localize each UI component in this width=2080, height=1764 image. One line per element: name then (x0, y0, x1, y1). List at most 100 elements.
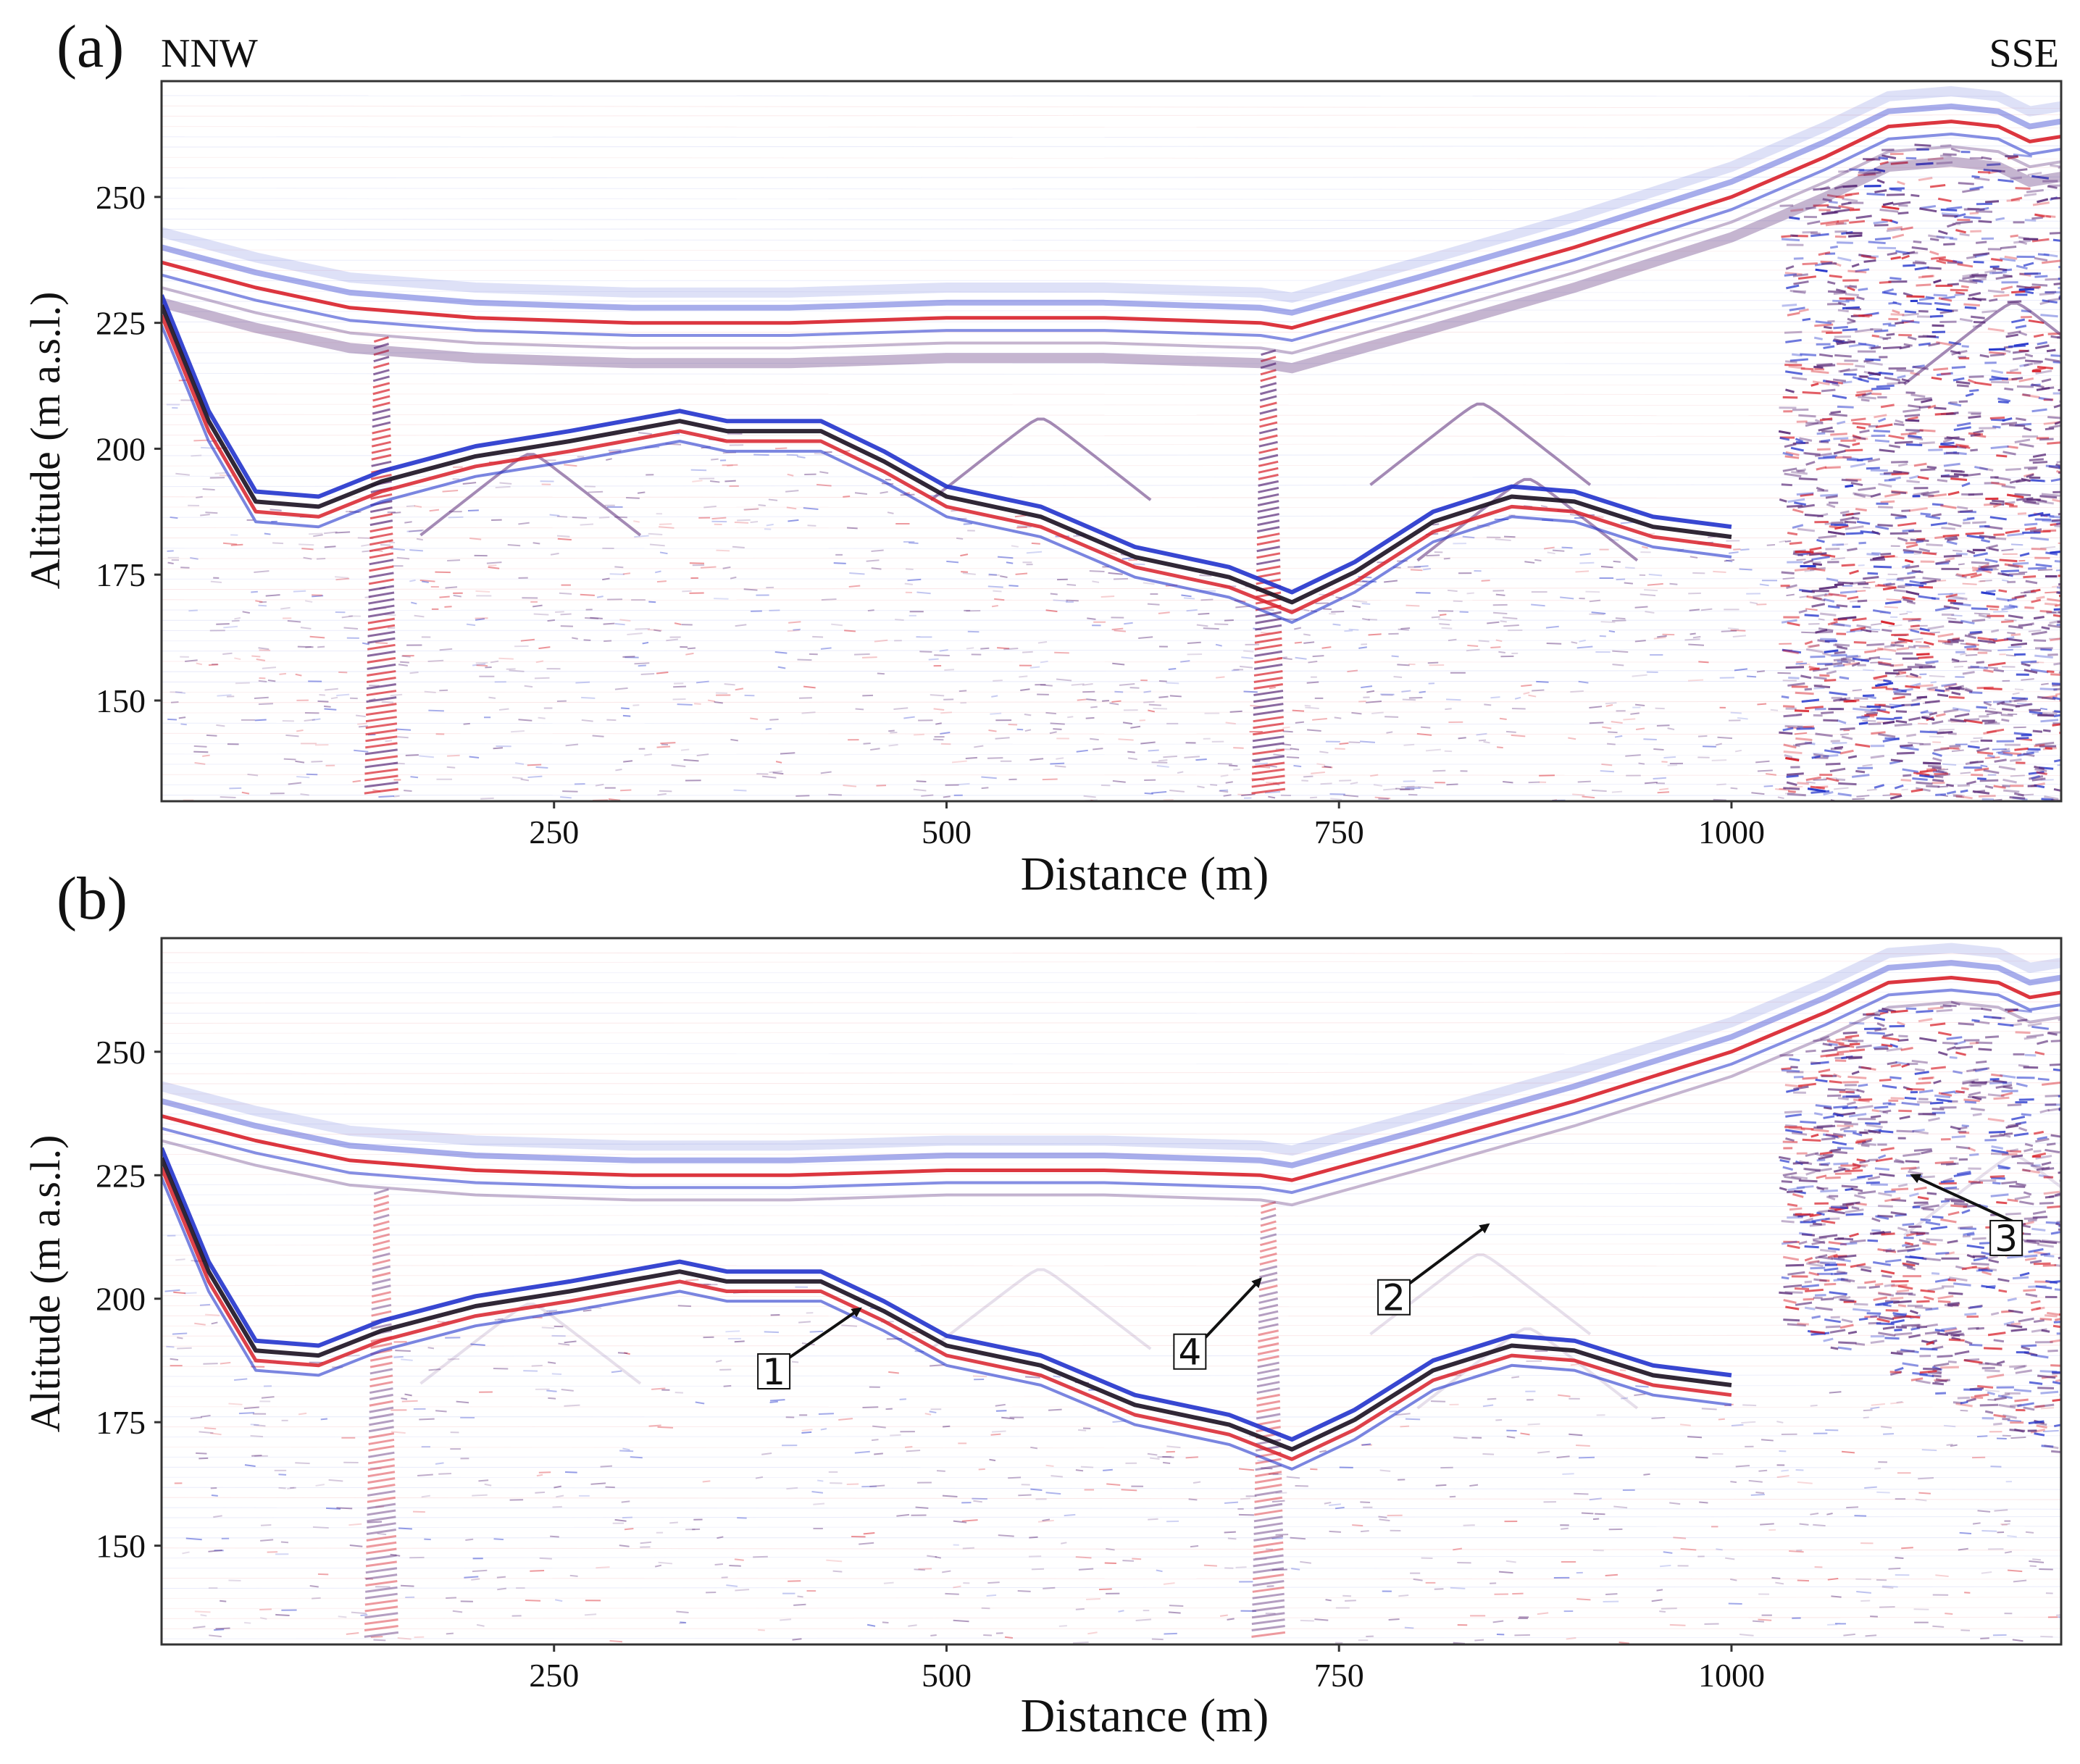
speckle (2037, 569, 2053, 572)
speckle (1015, 572, 1028, 575)
speckle (876, 785, 887, 787)
texture-band (162, 1253, 2061, 1256)
rough-reflector (1985, 544, 1998, 550)
rough-reflector (2009, 1184, 2026, 1188)
rough-reflector (2016, 497, 2034, 501)
speckle (1960, 653, 1967, 656)
speckle (1958, 1547, 1968, 1551)
rough-reflector (1993, 1413, 2006, 1418)
speckle (813, 1502, 825, 1505)
rough-reflector (1937, 1050, 1948, 1056)
speckle (633, 520, 640, 523)
rough-reflector (1909, 475, 1919, 480)
rough-reflector (1878, 417, 1887, 423)
rough-reflector (2006, 371, 2022, 375)
rough-reflector (1916, 1009, 1934, 1013)
rough-reflector (1908, 1166, 1920, 1171)
speckle (439, 689, 448, 692)
speckle (196, 496, 203, 498)
rough-reflector (1829, 767, 1846, 773)
speckle (520, 778, 530, 782)
speckle (1282, 743, 1292, 746)
rough-reflector (2054, 524, 2061, 528)
rough-reflector (1901, 1324, 1920, 1327)
rough-reflector (1954, 213, 1966, 219)
rough-reflector (1979, 467, 1994, 472)
rough-reflector (2018, 443, 2034, 448)
rough-reflector (1818, 1208, 1837, 1213)
speckle (1138, 636, 1153, 639)
rough-reflector (1902, 596, 1916, 601)
rough-reflector (1855, 743, 1871, 748)
rough-reflector (1889, 793, 1902, 796)
speckle (1339, 742, 1349, 745)
rough-reflector (1839, 510, 1850, 514)
speckle (1109, 702, 1119, 706)
texture-band (162, 1616, 2061, 1619)
rough-reflector (2014, 594, 2027, 599)
speckle (1728, 1602, 1742, 1605)
rough-reflector (2015, 187, 2031, 190)
speckle (801, 1431, 812, 1434)
rough-reflector (1938, 258, 1958, 264)
speckle (1219, 789, 1229, 792)
rough-reflector (1798, 1240, 1808, 1245)
rough-reflector (2042, 529, 2057, 532)
rough-reflector (1886, 227, 1903, 233)
speckle (627, 632, 643, 635)
speckle (377, 1532, 387, 1536)
speckle (203, 1363, 218, 1365)
speckle (341, 615, 353, 619)
radargram-body (162, 85, 2061, 801)
speckle (1752, 1620, 1764, 1623)
speckle (1358, 646, 1367, 649)
rough-reflector (1811, 556, 1830, 561)
rough-reflector (1845, 1034, 1860, 1039)
rough-reflector (1877, 583, 1897, 589)
speckle (987, 1581, 1000, 1584)
speckle (1329, 1503, 1341, 1506)
speckle (538, 646, 551, 650)
rough-reflector (1926, 1192, 1937, 1195)
speckle (1401, 690, 1411, 693)
speckle (980, 647, 990, 650)
rough-reflector (1971, 1019, 1980, 1022)
rough-reflector (1833, 325, 1848, 330)
rough-reflector (1841, 380, 1853, 384)
speckle (1384, 716, 1399, 718)
rough-reflector (2016, 264, 2028, 270)
rough-reflector (1931, 720, 1944, 725)
speckle (727, 464, 733, 467)
vertical-anomaly (371, 460, 392, 467)
vertical-anomaly (1252, 735, 1285, 743)
rough-reflector (1940, 475, 1959, 478)
speckle (548, 1397, 556, 1400)
rough-reflector (1905, 1315, 1921, 1319)
speckle (258, 647, 270, 651)
vertical-anomaly (366, 690, 397, 697)
speckle (1045, 1492, 1061, 1495)
speckle (541, 1326, 555, 1329)
rough-reflector (1881, 218, 1893, 222)
speckle (565, 743, 579, 747)
rough-reflector (1833, 1168, 1846, 1173)
rough-reflector (1816, 538, 1825, 543)
speckle (1086, 698, 1097, 701)
speckle (439, 595, 450, 598)
rough-reflector (1949, 745, 1961, 748)
rough-reflector (1818, 1155, 1833, 1161)
speckle (1545, 625, 1559, 629)
rough-reflector (1872, 556, 1885, 561)
speckle (785, 490, 799, 493)
speckle (182, 1551, 190, 1555)
speckle (351, 1611, 367, 1615)
rough-reflector (1798, 414, 1816, 418)
surface-reflection (162, 85, 2061, 303)
speckle (1043, 1587, 1056, 1589)
speckle (400, 661, 409, 664)
rough-reflector (2024, 606, 2034, 609)
rough-reflector (1914, 1305, 1933, 1311)
speckle (1400, 627, 1411, 630)
rough-reflector (1821, 211, 1838, 215)
speckle (234, 616, 241, 620)
